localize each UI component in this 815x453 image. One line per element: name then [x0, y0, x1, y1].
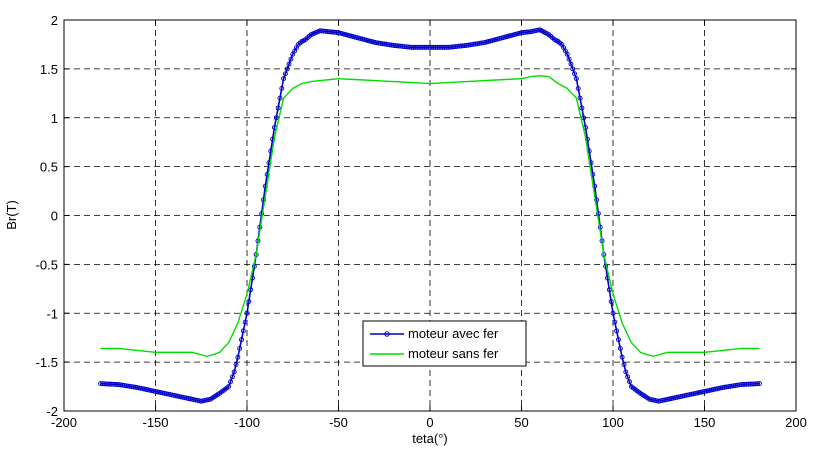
series-point-moteur-avec-fer [273, 115, 279, 121]
series-point-moteur-avec-fer [625, 374, 631, 380]
series-point-moteur-avec-fer [577, 95, 583, 101]
series-point-moteur-avec-fer [568, 61, 574, 67]
legend-label-moteur-sans-fer: moteur sans fer [408, 346, 499, 361]
series-point-moteur-avec-fer [617, 345, 623, 351]
y-tick-label: 1 [51, 111, 58, 126]
series-point-moteur-avec-fer [286, 61, 292, 67]
series-point-moteur-avec-fer [627, 379, 632, 385]
series-point-moteur-avec-fer [282, 71, 288, 77]
series-point-moteur-avec-fer [623, 369, 629, 375]
series-point-moteur-avec-fer [608, 299, 614, 304]
series-point-moteur-avec-fer [570, 66, 576, 72]
series-point-moteur-avec-fer [621, 362, 627, 368]
series-point-moteur-avec-fer [284, 66, 290, 72]
series-point-moteur-avec-fer [572, 71, 578, 77]
series-point-moteur-avec-fer [244, 310, 250, 316]
x-tick-label: -100 [234, 415, 260, 430]
series-point-moteur-avec-fer [281, 76, 287, 82]
series-point-moteur-avec-fer [579, 105, 585, 111]
series-point-moteur-avec-fer [581, 115, 587, 121]
legend-box [362, 320, 527, 367]
x-tick-label: 50 [514, 415, 528, 430]
x-tick-label: 200 [785, 415, 807, 430]
series-point-moteur-avec-fer [248, 287, 254, 293]
y-tick-label: -0.5 [36, 257, 58, 272]
x-tick-label: 150 [694, 415, 716, 430]
legend-label-moteur-avec-fer: moteur avec fer [408, 326, 499, 341]
series-point-moteur-avec-fer [606, 287, 612, 293]
series-point-moteur-avec-fer [242, 319, 248, 325]
series-point-moteur-avec-fer [573, 76, 579, 82]
series-point-moteur-avec-fer [575, 85, 581, 91]
series-point-moteur-avec-fer [279, 85, 285, 91]
y-tick-label: 0 [51, 209, 58, 224]
x-axis-label: teta(°) [412, 431, 448, 446]
y-tick-label: -1 [46, 306, 58, 321]
series-point-moteur-avec-fer [231, 369, 237, 375]
x-tick-label: -50 [329, 415, 348, 430]
series-point-moteur-avec-fer [261, 197, 266, 203]
series-point-moteur-avec-fer [240, 328, 246, 334]
ticks: -200 -150 -100 -50 0 50 100 150 200 -2 -1.5 -1 -0.5 0… [36, 13, 807, 430]
series-point-moteur-avec-fer [229, 374, 235, 380]
series-point-moteur-avec-fer [616, 337, 621, 343]
series-point-moteur-avec-fer [614, 328, 620, 334]
x-tick-label: 0 [426, 415, 433, 430]
y-tick-label: -2 [46, 404, 58, 419]
series-point-moteur-avec-fer [564, 51, 570, 57]
legend: moteur avec fer moteur sans fer [362, 320, 527, 367]
series-point-moteur-avec-fer [228, 379, 233, 385]
series-line-moteur-sans-fer [100, 75, 760, 357]
series-point-moteur-avec-fer [288, 56, 294, 62]
series-point-moteur-avec-fer [755, 381, 761, 387]
grid [64, 20, 796, 411]
y-tick-label: 1.5 [40, 62, 58, 77]
series-point-moteur-avec-fer [756, 381, 762, 387]
series-point-moteur-avec-fer [610, 310, 616, 316]
y-axis-label: Br(T) [4, 200, 19, 230]
series-point-moteur-avec-fer [226, 384, 232, 390]
series-point-moteur-avec-fer [235, 354, 241, 360]
x-tick-label: -200 [51, 415, 77, 430]
series-layer [98, 27, 762, 404]
legend-marker-moteur-avec-fer [384, 331, 390, 337]
series-point-moteur-avec-fer [594, 197, 599, 203]
series-point-moteur-avec-fer [277, 95, 283, 101]
series-point-moteur-avec-fer [233, 362, 239, 368]
series-point-moteur-avec-fer [237, 345, 243, 351]
y-tick-label: -1.5 [36, 355, 58, 370]
x-tick-label: -150 [142, 415, 168, 430]
series-point-moteur-avec-fer [612, 319, 618, 325]
y-tick-label: 0.5 [40, 160, 58, 175]
series-point-moteur-avec-fer [275, 105, 281, 111]
x-tick-label: 100 [602, 415, 624, 430]
y-tick-label: 2 [51, 13, 58, 28]
series-point-moteur-avec-fer [239, 337, 244, 343]
series-point-moteur-avec-fer [619, 354, 625, 360]
series-point-moteur-avec-fer [566, 56, 572, 62]
series-point-moteur-avec-fer [246, 299, 252, 304]
